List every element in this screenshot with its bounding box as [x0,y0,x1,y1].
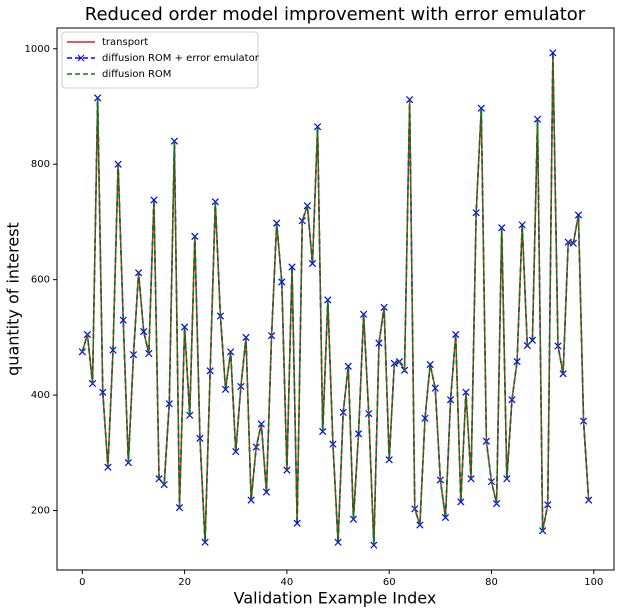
marker [559,370,567,378]
x-tick-label: 80 [485,577,498,588]
marker [574,211,583,219]
marker [452,330,460,339]
marker [186,411,194,419]
legend-marker [77,54,85,62]
marker [508,396,516,404]
x-tick-label: 100 [584,577,603,588]
marker [221,385,230,393]
marker [150,196,158,204]
marker [196,434,204,443]
x-tick-label: 20 [178,577,191,588]
marker [262,488,271,496]
x-tick-label: 60 [383,577,396,588]
marker [140,327,148,336]
marker [99,388,107,396]
legend-label: diffusion ROM + error emulator [102,53,260,64]
y-tick-label: 400 [31,390,50,401]
x-axis-label: Validation Example Index [234,589,437,608]
legend-label: diffusion ROM [102,69,171,80]
marker [313,123,322,131]
marker [78,348,86,356]
marker [308,259,317,268]
y-tick-label: 600 [31,275,50,286]
marker [354,430,363,438]
chart-title: Reduced order model improvement with err… [85,4,586,25]
x-tick-label: 40 [281,577,294,588]
marker [278,278,286,286]
series-line [81,52,590,546]
marker [375,339,383,347]
marker [421,414,429,422]
y-tick-label: 200 [31,506,50,517]
marker [518,221,526,229]
y-tick-label: 800 [31,159,50,170]
marker [232,448,240,456]
marker [298,217,306,225]
marker [457,498,465,506]
legend: transport diffusion ROM + error emulator d… [61,31,260,89]
marker [441,513,450,522]
y-tick-label: 1000 [25,44,50,55]
marker [477,104,485,112]
x-tick-label: 0 [79,577,85,588]
marker [360,310,368,318]
marker [498,224,506,232]
marker [334,538,342,546]
marker [119,316,127,324]
marker [549,49,557,57]
marker [201,538,209,546]
legend-box [61,31,259,89]
legend-label: transport [102,37,148,48]
marker [288,263,296,271]
marker [293,519,301,527]
marker [344,362,352,370]
marker [426,360,434,369]
marker [165,400,173,408]
series-line [81,52,590,546]
marker [180,323,189,331]
marker [247,496,255,504]
y-axis-label: quantity of interest [4,222,23,376]
marker [446,396,455,404]
plot-frame [56,27,615,571]
marker [513,358,521,366]
marker [431,384,439,392]
